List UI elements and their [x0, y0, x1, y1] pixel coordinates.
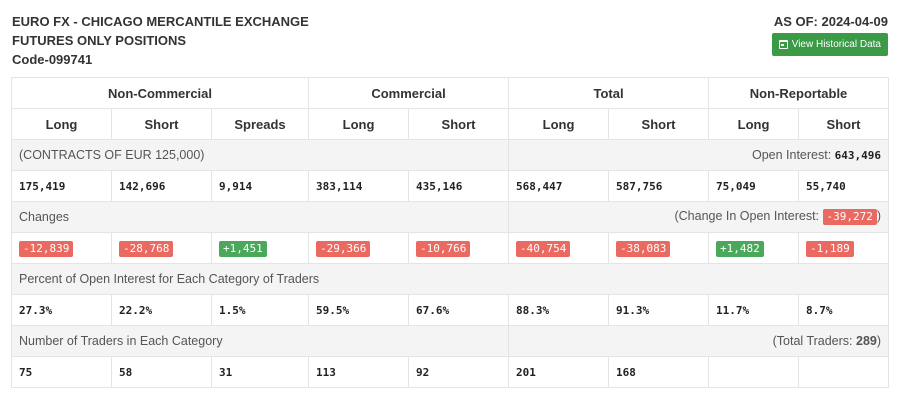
- table-cell: -29,366: [308, 232, 410, 264]
- table-cell: 92: [408, 356, 510, 388]
- table-cell: +1,451: [210, 232, 310, 264]
- table-cell: 175,419: [11, 170, 112, 202]
- total-traders-label: (Total Traders:: [772, 334, 856, 348]
- change-open-interest-close: ): [876, 209, 882, 223]
- table-cell: 168: [608, 356, 710, 388]
- report-title-block: EURO FX - CHICAGO MERCANTILE EXCHANGE FU…: [12, 12, 309, 69]
- table-cell: 113: [308, 356, 410, 388]
- change-badge: -38,083: [616, 240, 671, 257]
- changes-label: Changes: [10, 201, 510, 233]
- subheader-cell: Long: [308, 108, 410, 140]
- traders-row: 75 58 31 113 92 201 168: [11, 356, 890, 388]
- positions-table: Non-Commercial Commercial Total Non-Repo…: [10, 77, 890, 388]
- table-cell: -1,189: [798, 232, 890, 264]
- as-of-date: AS OF: 2024-04-09: [773, 14, 888, 29]
- subheader-cell: Long: [708, 108, 800, 140]
- report-date-block: AS OF: 2024-04-09 View Historical Data: [771, 12, 888, 56]
- table-cell: 8.7%: [798, 294, 890, 326]
- table-cell: 142,696: [111, 170, 212, 202]
- percent-row: 27.3% 22.2% 1.5% 59.5% 67.6% 88.3% 91.3%…: [11, 294, 890, 326]
- table-cell: 568,447: [508, 170, 610, 202]
- table-cell: 22.2%: [111, 294, 212, 326]
- change-open-interest-label: (Change In Open Interest:: [674, 209, 823, 223]
- change-badge: -10,766: [416, 240, 471, 257]
- subheader-cell: Spreads: [210, 108, 310, 140]
- subheader-cell: Short: [408, 108, 510, 140]
- table-cell: -28,768: [111, 232, 212, 264]
- change-badge: -40,754: [516, 240, 571, 257]
- table-cell: 67.6%: [408, 294, 510, 326]
- change-badge: +1,451: [219, 240, 267, 257]
- table-cell: 58: [111, 356, 212, 388]
- group-commercial: Commercial: [308, 77, 510, 109]
- table-cell: -10,766: [408, 232, 510, 264]
- total-traders-cell: (Total Traders: 289): [508, 325, 890, 357]
- subheader-cell: Long: [11, 108, 112, 140]
- percent-label-row: Percent of Open Interest for Each Catego…: [10, 263, 890, 295]
- change-open-interest-cell: (Change In Open Interest: -39,272): [508, 201, 890, 233]
- traders-label: Number of Traders in Each Category: [10, 325, 510, 357]
- open-interest-value: 643,496: [834, 149, 882, 162]
- report-subtitle: FUTURES ONLY POSITIONS: [12, 33, 187, 48]
- subheader-row: Long Short Spreads Long Short Long Short…: [11, 108, 890, 140]
- report-code: Code-099741: [12, 52, 93, 67]
- table-cell: 31: [210, 356, 310, 388]
- table-cell: +1,482: [708, 232, 800, 264]
- table-cell: -12,839: [11, 232, 112, 264]
- contracts-row: 175,419 142,696 9,914 383,114 435,146 56…: [11, 170, 890, 202]
- table-cell: 383,114: [308, 170, 410, 202]
- calendar-icon: [778, 40, 788, 49]
- table-cell: [798, 356, 890, 388]
- subheader-cell: Long: [508, 108, 610, 140]
- contracts-label: (CONTRACTS OF EUR 125,000): [10, 139, 510, 171]
- change-badge: -1,189: [806, 240, 854, 257]
- table-cell: [708, 356, 800, 388]
- view-historical-data-label: View Historical Data: [791, 39, 881, 50]
- changes-row: -12,839 -28,768 +1,451 -29,366 -10,766 -…: [11, 232, 890, 264]
- table-cell: 27.3%: [11, 294, 112, 326]
- total-traders-value: 289: [856, 334, 877, 348]
- table-cell: 201: [508, 356, 610, 388]
- subheader-cell: Short: [798, 108, 890, 140]
- subheader-cell: Short: [608, 108, 710, 140]
- change-badge: +1,482: [716, 240, 764, 257]
- table-cell: 55,740: [798, 170, 890, 202]
- group-noncommercial: Non-Commercial: [10, 77, 310, 109]
- table-cell: 75,049: [708, 170, 800, 202]
- table-cell: 11.7%: [708, 294, 800, 326]
- report-title: EURO FX - CHICAGO MERCANTILE EXCHANGE: [12, 14, 309, 29]
- table-cell: -38,083: [608, 232, 710, 264]
- traders-label-row: Number of Traders in Each Category (Tota…: [10, 325, 890, 357]
- table-cell: 59.5%: [308, 294, 410, 326]
- table-cell: 91.3%: [608, 294, 710, 326]
- table-cell: 88.3%: [508, 294, 610, 326]
- change-badge: -12,839: [19, 240, 74, 257]
- change-open-interest-badge: -39,272: [822, 209, 877, 225]
- change-badge: -29,366: [316, 240, 371, 257]
- view-historical-data-button[interactable]: View Historical Data: [771, 33, 888, 56]
- percent-label: Percent of Open Interest for Each Catego…: [10, 263, 890, 295]
- open-interest-cell: Open Interest: 643,496: [508, 139, 890, 171]
- changes-label-row: Changes (Change In Open Interest: -39,27…: [10, 201, 890, 233]
- change-badge: -28,768: [119, 240, 174, 257]
- table-cell: 435,146: [408, 170, 510, 202]
- contracts-label-row: (CONTRACTS OF EUR 125,000) Open Interest…: [10, 139, 890, 171]
- table-cell: 75: [11, 356, 112, 388]
- group-header-row: Non-Commercial Commercial Total Non-Repo…: [10, 77, 890, 109]
- table-cell: -40,754: [508, 232, 610, 264]
- total-traders-close: ): [876, 334, 882, 348]
- open-interest-label: Open Interest:: [751, 148, 835, 162]
- group-total: Total: [508, 77, 710, 109]
- table-cell: 587,756: [608, 170, 710, 202]
- subheader-cell: Short: [111, 108, 212, 140]
- table-cell: 9,914: [210, 170, 310, 202]
- table-cell: 1.5%: [210, 294, 310, 326]
- group-nonreportable: Non-Reportable: [708, 77, 890, 109]
